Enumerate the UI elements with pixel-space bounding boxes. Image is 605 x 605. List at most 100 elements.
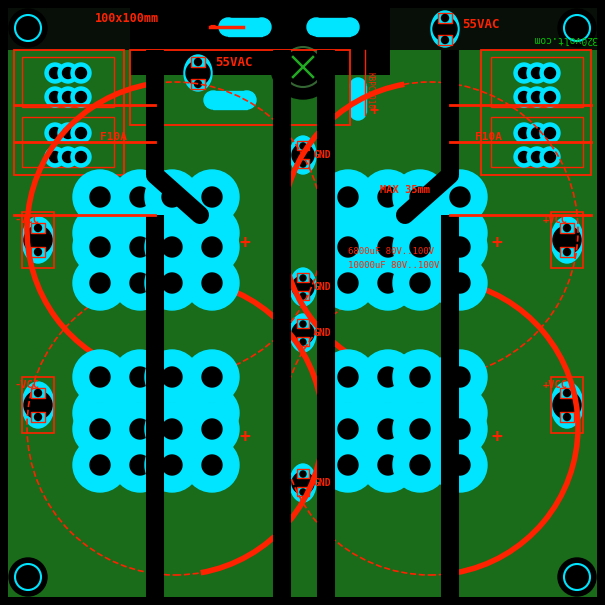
Bar bbox=[491, 57, 583, 107]
Circle shape bbox=[90, 419, 110, 439]
Circle shape bbox=[185, 220, 239, 274]
Circle shape bbox=[62, 128, 73, 139]
Circle shape bbox=[410, 223, 430, 243]
Circle shape bbox=[45, 87, 65, 107]
Circle shape bbox=[450, 273, 470, 293]
Circle shape bbox=[292, 472, 314, 494]
Circle shape bbox=[34, 224, 42, 232]
Text: F10A: F10A bbox=[475, 132, 502, 142]
Circle shape bbox=[553, 226, 581, 254]
Circle shape bbox=[300, 339, 306, 345]
Circle shape bbox=[194, 80, 201, 88]
Circle shape bbox=[518, 128, 529, 139]
Circle shape bbox=[292, 144, 314, 166]
Circle shape bbox=[50, 128, 60, 139]
Circle shape bbox=[518, 151, 529, 163]
Circle shape bbox=[185, 438, 239, 492]
Bar bbox=[130, 50, 350, 125]
Circle shape bbox=[563, 224, 571, 232]
Circle shape bbox=[544, 128, 555, 139]
Circle shape bbox=[433, 438, 487, 492]
Circle shape bbox=[24, 226, 52, 254]
Circle shape bbox=[514, 63, 534, 83]
Circle shape bbox=[62, 68, 73, 79]
Circle shape bbox=[393, 170, 447, 224]
Circle shape bbox=[361, 438, 415, 492]
Circle shape bbox=[130, 403, 150, 423]
Circle shape bbox=[544, 68, 555, 79]
Circle shape bbox=[350, 104, 366, 120]
Circle shape bbox=[202, 367, 222, 387]
Circle shape bbox=[553, 391, 581, 419]
Bar bbox=[31, 247, 45, 257]
Circle shape bbox=[292, 276, 314, 298]
Circle shape bbox=[540, 87, 560, 107]
Bar bbox=[22, 212, 54, 268]
Circle shape bbox=[350, 78, 366, 94]
Circle shape bbox=[90, 273, 110, 293]
Circle shape bbox=[90, 455, 110, 475]
Text: MAX 35mm: MAX 35mm bbox=[380, 185, 430, 195]
Bar bbox=[22, 57, 114, 107]
Circle shape bbox=[185, 350, 239, 404]
Circle shape bbox=[378, 455, 398, 475]
Circle shape bbox=[410, 273, 430, 293]
Circle shape bbox=[113, 438, 167, 492]
Circle shape bbox=[71, 147, 91, 167]
Circle shape bbox=[558, 9, 596, 47]
Circle shape bbox=[202, 455, 222, 475]
Circle shape bbox=[393, 256, 447, 310]
Circle shape bbox=[361, 220, 415, 274]
Circle shape bbox=[338, 237, 358, 257]
Circle shape bbox=[361, 256, 415, 310]
Circle shape bbox=[393, 386, 447, 440]
Circle shape bbox=[450, 223, 470, 243]
Circle shape bbox=[58, 147, 78, 167]
Circle shape bbox=[90, 187, 110, 207]
Circle shape bbox=[514, 147, 534, 167]
Circle shape bbox=[113, 206, 167, 260]
Circle shape bbox=[58, 63, 78, 83]
Bar bbox=[22, 117, 114, 167]
Ellipse shape bbox=[551, 217, 583, 263]
Circle shape bbox=[90, 237, 110, 257]
Bar bbox=[14, 50, 124, 175]
Circle shape bbox=[300, 161, 306, 167]
Bar bbox=[297, 469, 309, 478]
Circle shape bbox=[162, 403, 182, 423]
Circle shape bbox=[253, 18, 271, 36]
Circle shape bbox=[410, 403, 430, 423]
Circle shape bbox=[34, 390, 42, 396]
Text: GND: GND bbox=[314, 150, 332, 160]
Circle shape bbox=[130, 367, 150, 387]
Text: F10A: F10A bbox=[100, 132, 127, 142]
Circle shape bbox=[433, 17, 457, 41]
Circle shape bbox=[300, 293, 306, 299]
Text: 100x100mm: 100x100mm bbox=[95, 11, 159, 24]
Bar bbox=[350, 86, 366, 112]
Circle shape bbox=[73, 438, 127, 492]
Circle shape bbox=[145, 206, 199, 260]
Circle shape bbox=[185, 206, 239, 260]
Circle shape bbox=[185, 402, 239, 456]
Circle shape bbox=[378, 273, 398, 293]
Bar bbox=[551, 212, 583, 268]
Ellipse shape bbox=[22, 217, 54, 263]
Circle shape bbox=[73, 350, 127, 404]
Circle shape bbox=[532, 68, 543, 79]
Circle shape bbox=[73, 220, 127, 274]
Circle shape bbox=[130, 237, 150, 257]
Circle shape bbox=[73, 206, 127, 260]
Circle shape bbox=[145, 170, 199, 224]
Circle shape bbox=[450, 237, 470, 257]
Circle shape bbox=[202, 223, 222, 243]
Circle shape bbox=[130, 455, 150, 475]
Circle shape bbox=[58, 87, 78, 107]
Ellipse shape bbox=[290, 314, 316, 352]
Circle shape bbox=[321, 402, 375, 456]
Circle shape bbox=[202, 273, 222, 293]
Circle shape bbox=[73, 386, 127, 440]
Circle shape bbox=[361, 402, 415, 456]
Bar bbox=[31, 223, 45, 233]
Circle shape bbox=[300, 275, 306, 281]
